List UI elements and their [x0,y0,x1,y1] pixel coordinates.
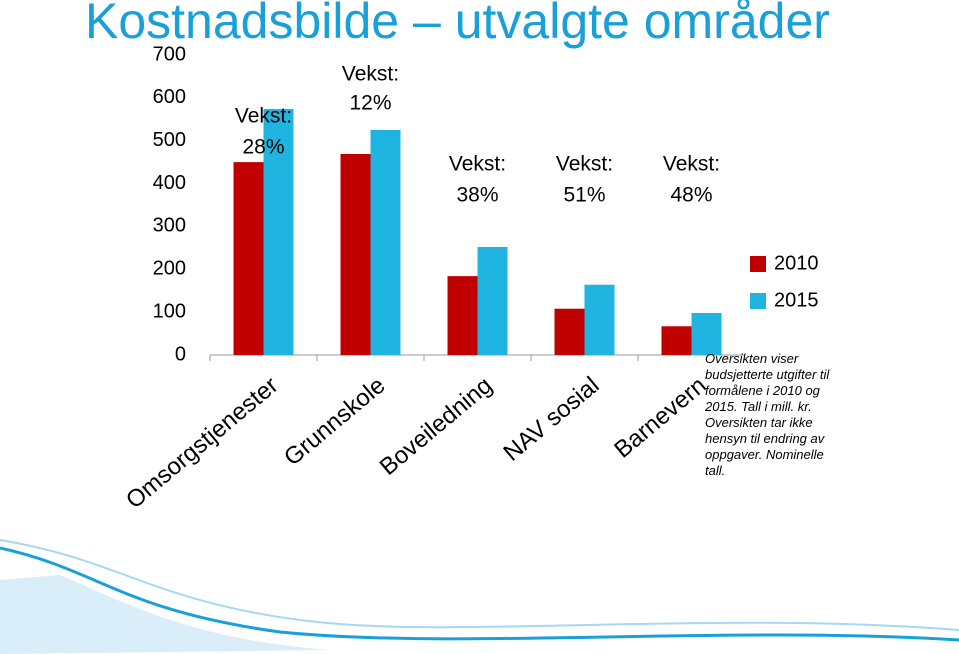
annotation: Vekst: [663,153,720,176]
bar [554,308,585,355]
x-tick-label: Omsorgstjenester [121,372,283,514]
x-tick-label: NAV sosial [499,372,605,467]
legend-label: 2010 [774,252,819,274]
decoration [0,539,959,631]
annotation: 48% [670,184,712,207]
annotation: Vekst: [449,153,506,176]
legend-swatch [750,256,766,272]
note: Oversikten viser budsjetterte utgifter t… [705,351,830,478]
annotation: 12% [349,92,391,115]
y-tick-label: 0 [175,343,186,365]
y-tick-label: 500 [153,129,186,151]
annotation: 38% [456,184,498,207]
annotation: Vekst: [235,105,292,128]
y-tick-label: 700 [153,43,186,65]
legend-swatch [750,293,766,309]
x-tick-label: Boveiledning [375,372,498,481]
bar [661,326,692,355]
annotation: Vekst: [556,153,613,176]
bar [691,313,722,355]
decoration [0,575,330,654]
decoration [0,546,959,642]
y-tick-label: 400 [153,172,186,194]
bar [340,154,371,355]
bar [477,247,508,355]
y-tick-label: 600 [153,86,186,108]
bar [263,109,294,355]
y-tick-label: 100 [153,300,186,322]
bar [233,162,264,355]
x-tick-label: Grunnskole [279,372,390,472]
bar [370,130,401,355]
y-tick-label: 300 [153,215,186,237]
x-tick-label: Barnevern [609,372,711,464]
bar [447,276,478,355]
annotation: Vekst: [342,63,399,86]
annotation: 51% [563,184,605,207]
annotation: 28% [242,136,284,159]
chart-title: Kostnadsbilde – utvalgte områder [85,0,830,49]
y-tick-label: 200 [153,258,186,280]
bar [584,284,615,355]
legend-label: 2015 [774,289,819,311]
